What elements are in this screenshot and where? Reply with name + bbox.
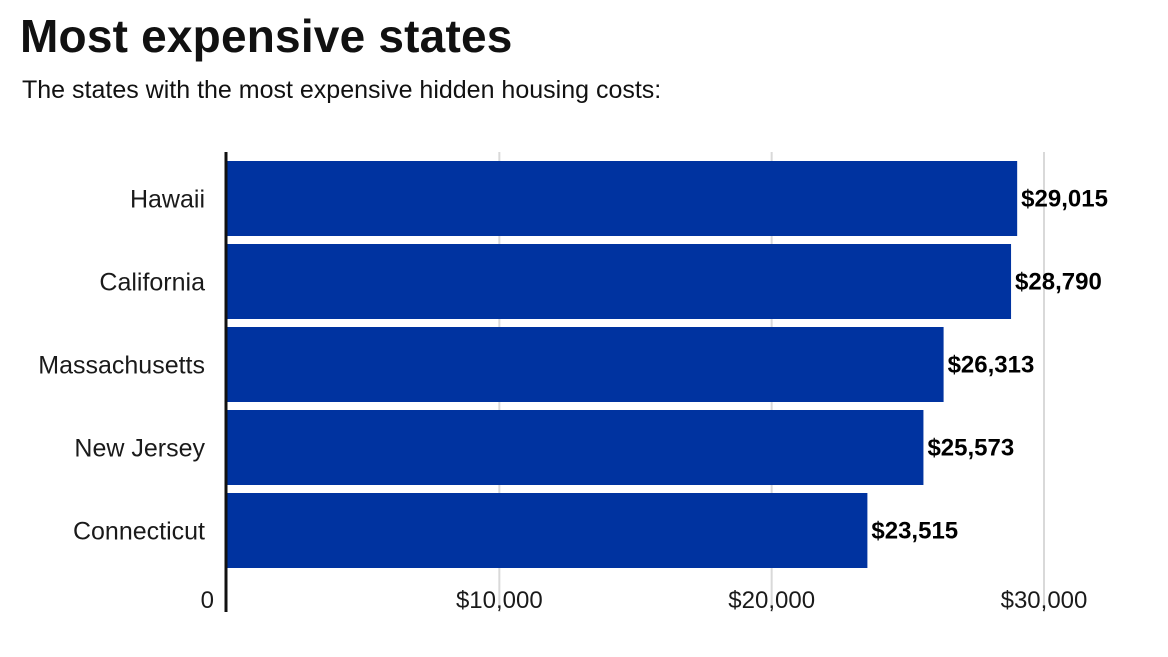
x-tick-label: $10,000 xyxy=(456,587,543,614)
labels: 0 $10,000 $20,000 $30,000 Hawaii $29,015 Calif… xyxy=(38,186,1108,615)
x-tick-label: $20,000 xyxy=(728,587,815,614)
value-label: $23,515 xyxy=(871,518,958,545)
bar xyxy=(227,161,1018,236)
value-label: $26,313 xyxy=(948,352,1035,379)
chart-subtitle: The states with the most expensive hidde… xyxy=(22,76,662,104)
chart-title: Most expensive states xyxy=(20,10,513,62)
value-label: $29,015 xyxy=(1021,186,1108,213)
bar xyxy=(227,327,944,402)
bar xyxy=(227,244,1012,319)
category-label: Hawaii xyxy=(130,186,205,214)
x-tick-label: $30,000 xyxy=(1001,587,1088,614)
bar xyxy=(227,493,868,568)
value-label: $25,573 xyxy=(927,435,1014,462)
x-tick-label: 0 xyxy=(201,587,214,614)
bars xyxy=(227,161,1018,568)
category-label: Connecticut xyxy=(73,518,205,546)
category-label: New Jersey xyxy=(74,435,205,463)
category-label: Massachusetts xyxy=(38,352,205,380)
category-label: California xyxy=(99,269,205,297)
bar xyxy=(227,410,924,485)
value-label: $28,790 xyxy=(1015,269,1102,296)
